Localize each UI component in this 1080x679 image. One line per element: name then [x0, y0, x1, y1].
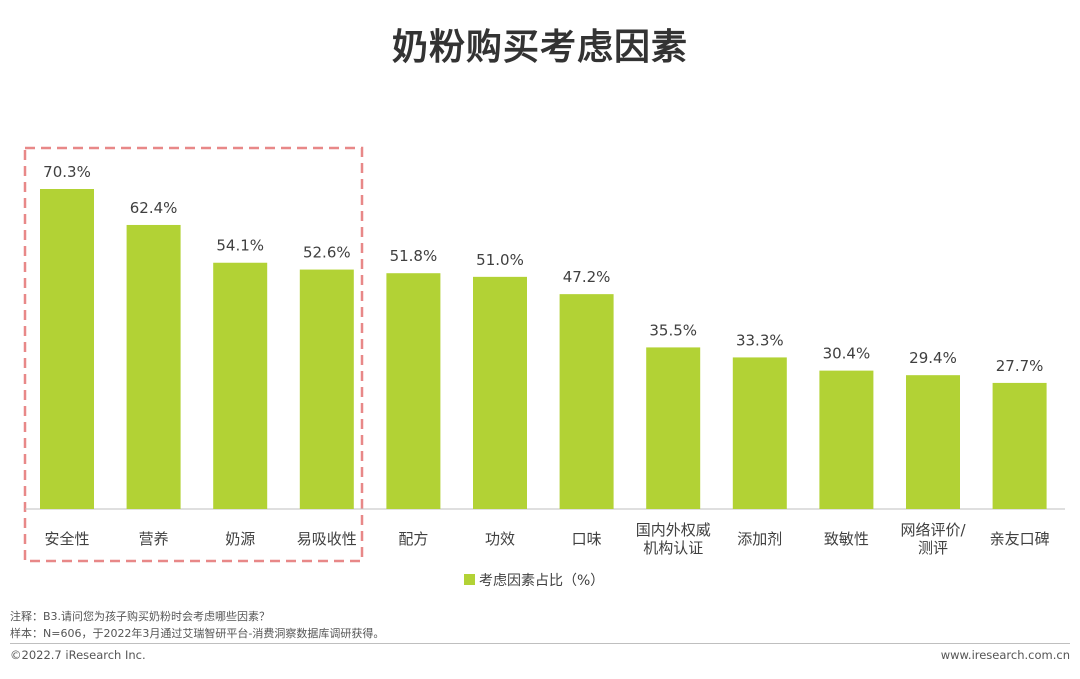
data-label: 51.0%	[476, 251, 524, 269]
data-label: 70.3%	[43, 163, 91, 181]
x-tick-label: 营养	[139, 530, 169, 548]
footnote-sample: 样本：N=606，于2022年3月通过艾瑞智研平台-消费洞察数据库调研获得。	[10, 627, 385, 640]
legend-swatch	[464, 574, 475, 585]
data-label: 51.8%	[390, 247, 438, 265]
bar	[646, 347, 701, 509]
bar	[40, 189, 94, 509]
bar-chart: 70.3% 安全性 62.4% 营养 54.1% 奶源 52.6% 易吸收性 51.8% 配方 51…	[23, 146, 1065, 589]
data-label: 54.1%	[216, 237, 264, 255]
bar	[386, 273, 441, 509]
data-label: 27.7%	[996, 357, 1044, 375]
bar	[992, 382, 1047, 509]
data-label: 62.4%	[130, 199, 178, 217]
copyright-text: ©2022.7 iResearch Inc.	[10, 648, 146, 662]
x-tick-label: 口味	[572, 530, 602, 548]
x-tick-label: 易吸收性	[297, 530, 357, 548]
data-label: 30.4%	[823, 345, 871, 363]
x-tick-label: 功效	[485, 530, 515, 548]
data-label: 33.3%	[736, 331, 784, 349]
footnote-question: 注释：B3.请问您为孩子购买奶粉时会考虑哪些因素？	[10, 610, 271, 623]
bar	[819, 370, 874, 509]
bar	[732, 357, 787, 509]
bar	[559, 294, 614, 509]
data-label: 52.6%	[303, 244, 351, 262]
x-tick-label: 添加剂	[737, 530, 782, 548]
x-tick-label: 配方	[398, 530, 428, 548]
data-label: 29.4%	[909, 349, 957, 367]
bar	[299, 269, 354, 509]
x-tick-label: 致敏性	[824, 530, 869, 548]
x-tick-label: 网络评价/测评	[900, 521, 966, 557]
chart-title: 奶粉购买考虑因素	[391, 27, 688, 68]
x-tick-label: 安全性	[44, 530, 89, 548]
footer-divider	[10, 643, 1070, 644]
x-tick-label: 亲友口碑	[990, 530, 1050, 548]
website-link[interactable]: www.iresearch.com.cn	[940, 648, 1070, 662]
x-tick-label: 奶源	[225, 530, 255, 548]
bar	[473, 276, 527, 509]
data-label: 47.2%	[563, 268, 611, 286]
legend-label: 考虑因素占比（%）	[479, 573, 604, 589]
bar	[126, 224, 181, 509]
data-label: 35.5%	[649, 321, 697, 339]
bar	[213, 262, 268, 509]
x-tick-label: 国内外权威机构认证	[636, 521, 711, 557]
highlight-frame	[23, 146, 364, 563]
bar	[906, 375, 960, 509]
